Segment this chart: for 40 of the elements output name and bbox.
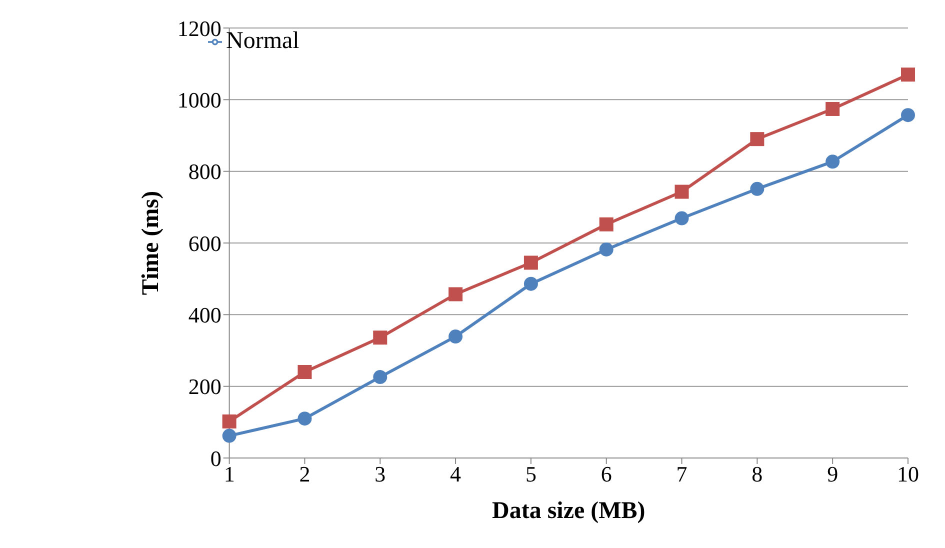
point	[524, 276, 538, 291]
y-tick-label: 1200	[177, 16, 222, 41]
point	[222, 428, 236, 443]
x-tick-label: 3	[374, 462, 386, 487]
y-axis-title: Time (ms)	[138, 190, 164, 296]
point	[599, 217, 614, 232]
point	[826, 154, 840, 169]
point	[826, 102, 840, 116]
point	[750, 132, 764, 146]
x-tick-label: 5	[525, 462, 536, 487]
x-tick-label: 2	[299, 462, 310, 487]
x-tick-label: 4	[450, 462, 462, 487]
y-tick-label: 0	[210, 446, 222, 471]
y-tick-label: 1000	[177, 87, 222, 112]
x-tick-label: 8	[752, 462, 763, 487]
point	[373, 330, 388, 345]
point	[901, 68, 915, 82]
x-tick-label: 7	[676, 462, 688, 487]
point	[298, 365, 312, 379]
x-tick-label: 1	[224, 462, 235, 487]
point	[448, 330, 463, 344]
point	[524, 256, 538, 270]
point	[901, 108, 915, 122]
point	[448, 287, 463, 302]
point	[674, 211, 689, 226]
x-tick-label: 9	[827, 462, 838, 487]
y-tick-label: 800	[188, 159, 222, 184]
point	[674, 184, 689, 199]
point	[222, 414, 236, 428]
point	[373, 370, 388, 384]
x-tick-label: 6	[600, 462, 612, 487]
y-tick-label: 400	[188, 302, 222, 328]
x-tick-label: 10	[897, 462, 919, 487]
point	[298, 412, 312, 426]
point	[599, 242, 614, 256]
legend-label: Normal	[226, 28, 300, 54]
x-axis-title: Data size (MB)	[492, 498, 646, 524]
y-tick-label: 200	[188, 374, 222, 400]
point	[750, 182, 764, 196]
y-tick-label: 600	[188, 230, 222, 256]
